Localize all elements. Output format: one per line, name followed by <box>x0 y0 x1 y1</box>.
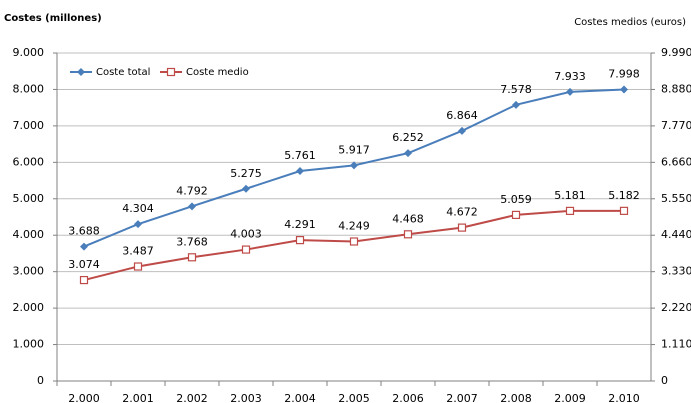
y2-axis-title: Costes medios (euros) <box>574 17 686 28</box>
data-label: 6.252 <box>392 131 424 144</box>
x-tick-label: 2.009 <box>554 392 586 403</box>
legend-marker <box>166 67 176 77</box>
x-tick-label: 2.000 <box>68 392 100 403</box>
point <box>404 149 412 158</box>
y-tick-label: 0 <box>37 374 44 387</box>
data-label: 5.181 <box>554 189 586 202</box>
x-tick-label: 2.006 <box>392 392 424 403</box>
data-label: 4.468 <box>392 212 424 225</box>
legend-label: Coste medio <box>186 67 249 78</box>
point <box>187 253 197 262</box>
point <box>512 100 520 109</box>
y-tick-label: 8.000 <box>13 82 45 95</box>
y-tick-label: 6.000 <box>13 155 45 168</box>
y2-tick-label: 6.660 <box>661 155 691 168</box>
point <box>565 206 575 215</box>
x-tick-label: 2.003 <box>230 392 262 403</box>
point <box>511 210 521 219</box>
point <box>79 275 89 285</box>
x-tick-label: 2.002 <box>176 392 208 403</box>
data-label: 5.917 <box>338 143 370 156</box>
y-axis-title: Costes (millones) <box>4 13 102 24</box>
point <box>242 184 250 193</box>
point <box>188 202 196 211</box>
data-label: 4.291 <box>284 218 316 231</box>
y2-tick-label: 4.440 <box>661 228 691 241</box>
point <box>457 223 467 232</box>
y-tick-label: 9.000 <box>13 46 45 59</box>
point <box>80 242 88 251</box>
point <box>296 167 304 176</box>
y2-tick-label: 5.550 <box>661 192 691 205</box>
data-label: 7.998 <box>608 68 640 81</box>
data-label: 3.688 <box>68 225 100 238</box>
y-tick-label: 2.000 <box>13 301 45 314</box>
x-tick-label: 2.001 <box>122 392 154 403</box>
y2-tick-label: 0 <box>661 374 668 387</box>
y-tick-label: 4.000 <box>13 228 45 241</box>
point <box>620 85 628 94</box>
x-tick-label: 2.007 <box>446 392 478 403</box>
y2-tick-label: 9.990 <box>661 46 691 59</box>
data-label: 5.059 <box>500 193 532 206</box>
data-label: 4.003 <box>230 228 262 241</box>
y-tick-label: 7.000 <box>13 119 45 132</box>
data-label: 3.768 <box>176 235 208 248</box>
y2-tick-label: 2.220 <box>661 301 691 314</box>
y2-tick-label: 7.770 <box>661 119 691 132</box>
point <box>350 161 358 170</box>
data-label: 6.864 <box>446 109 478 122</box>
x-tick-label: 2.005 <box>338 392 370 403</box>
y2-tick-label: 3.330 <box>661 265 691 278</box>
point <box>458 126 466 135</box>
point <box>133 262 143 271</box>
data-label: 3.487 <box>122 245 154 258</box>
y-tick-label: 3.000 <box>13 265 45 278</box>
point <box>349 237 359 246</box>
y-tick-label: 1.000 <box>13 338 45 351</box>
y2-tick-label: 1.110 <box>661 338 691 351</box>
point <box>566 87 574 96</box>
data-label: 5.275 <box>230 167 262 180</box>
legend-marker <box>77 68 85 76</box>
point <box>134 220 142 229</box>
data-label: 7.578 <box>500 83 532 96</box>
point <box>403 230 413 239</box>
data-label: 4.792 <box>176 184 208 197</box>
legend-label: Coste total <box>96 67 150 78</box>
data-label: 5.182 <box>608 189 640 202</box>
point <box>241 245 251 254</box>
y-tick-label: 5.000 <box>13 192 45 205</box>
data-label: 7.933 <box>554 70 586 83</box>
data-label: 4.304 <box>122 202 154 215</box>
data-label: 5.761 <box>284 149 316 162</box>
data-label: 4.672 <box>446 206 478 219</box>
y2-tick-label: 8.880 <box>661 82 691 95</box>
x-tick-label: 2.010 <box>608 392 640 403</box>
data-label: 3.074 <box>68 258 100 271</box>
point <box>619 206 629 215</box>
data-label: 4.249 <box>338 219 370 232</box>
x-tick-label: 2.004 <box>284 392 316 403</box>
point <box>295 236 305 245</box>
x-tick-label: 2.008 <box>500 392 532 403</box>
